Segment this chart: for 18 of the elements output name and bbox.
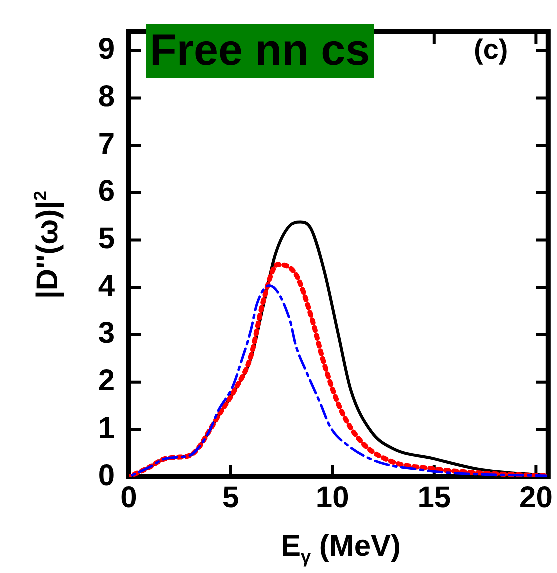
y-tick-label: 1	[98, 412, 115, 445]
y-tick-label: 3	[98, 317, 115, 350]
annotation: (c)	[474, 34, 508, 66]
x-axis-title: E$_{γ}$ (MeV)	[280, 530, 402, 568]
x-tick-label: 0	[120, 481, 138, 514]
x-tick-label: 10	[316, 481, 350, 514]
y-tick-label: 2	[98, 364, 115, 398]
x-tick-label: 5	[222, 481, 240, 514]
y-tick-label: 0	[98, 459, 115, 492]
y-tick-label: 4	[98, 270, 116, 303]
y-tick-label: 7	[98, 128, 115, 161]
y-tick-label: 5	[98, 222, 115, 256]
x-tick-label: 20	[520, 481, 553, 514]
annotation: Free nn cs	[146, 24, 374, 78]
x-tick-label: 15	[418, 481, 452, 514]
y-tick-label: 6	[98, 175, 115, 208]
y-tick-label: 8	[98, 80, 115, 114]
y-tick-label: 9	[98, 33, 115, 66]
